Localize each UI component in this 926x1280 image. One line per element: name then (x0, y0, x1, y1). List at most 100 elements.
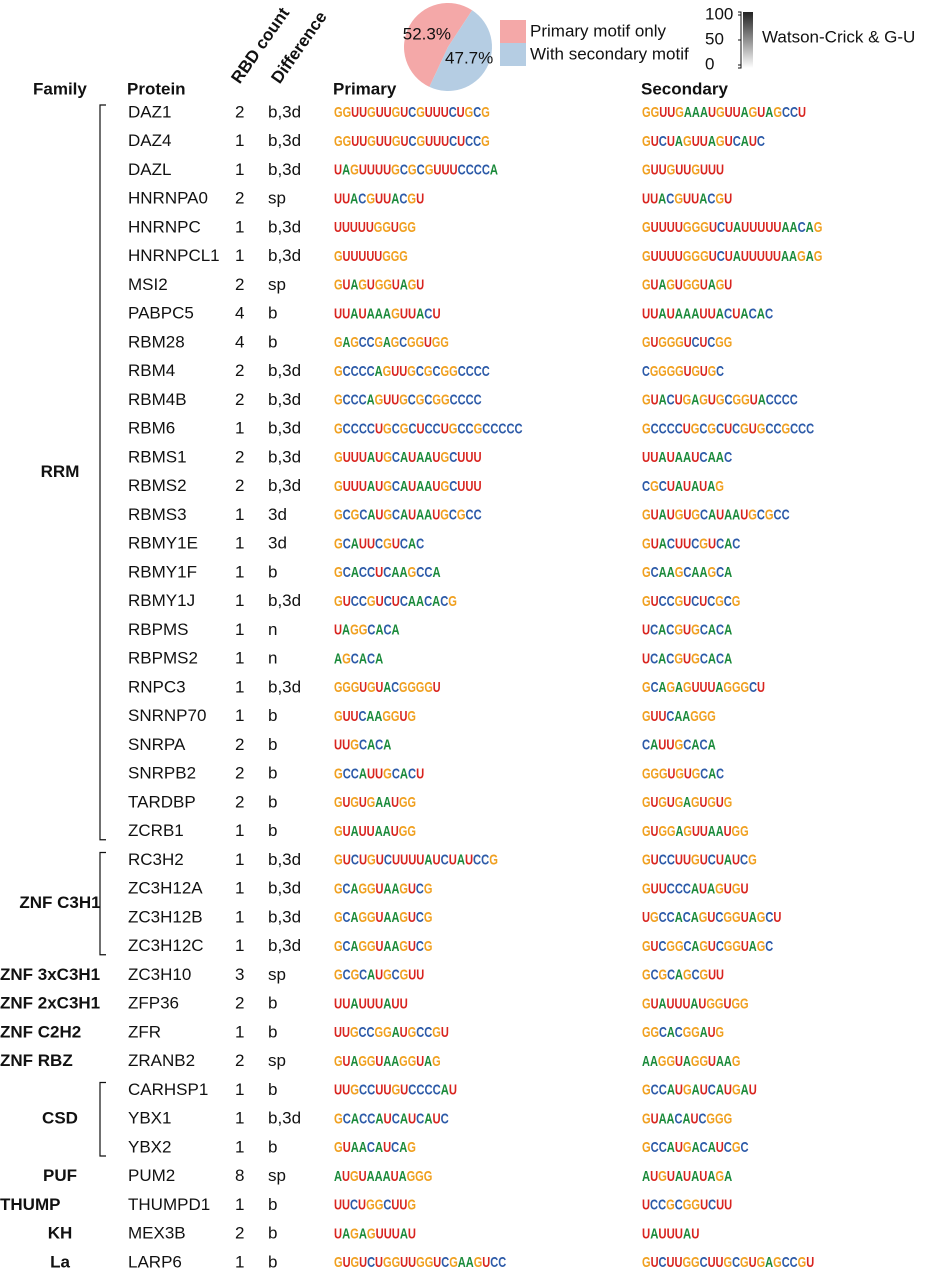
difference: b (268, 1080, 277, 1099)
motif-logo: AUGUAAAUAGGG (334, 1168, 432, 1185)
difference: sp (268, 1051, 286, 1070)
difference: sp (268, 275, 286, 294)
rbd-count: 2 (235, 1224, 244, 1243)
motif-logo: UUAUUUAUU (334, 995, 408, 1012)
protein-name: RBPMS2 (128, 649, 198, 668)
rbd-count: 2 (235, 764, 244, 783)
family-bracket (99, 851, 106, 956)
protein-name: RBM4 (128, 361, 175, 380)
family-name: PUF (43, 1166, 77, 1185)
rbd-count: 1 (235, 1022, 244, 1041)
rbd-count: 2 (235, 102, 244, 121)
difference: b,3d (268, 217, 301, 236)
motif-logo: GCCCAGUUGCGCGGCCCC (334, 391, 482, 408)
rbd-count: 1 (235, 620, 244, 639)
rbd-count: 2 (235, 275, 244, 294)
protein-name: DAZ4 (128, 131, 171, 150)
family-name: THUMP (0, 1195, 60, 1214)
motif-logo: GUUGUUGUUU (642, 161, 724, 178)
motif-logo: UUCUGGCUUG (334, 1196, 416, 1213)
difference: b (268, 304, 277, 323)
rbd-count: 1 (235, 1137, 244, 1156)
protein-name: MSI2 (128, 275, 168, 294)
colorbar-label: Watson-Crick & G-U (762, 27, 915, 46)
difference: b (268, 1137, 277, 1156)
rbd-count: 1 (235, 879, 244, 898)
difference: sp (268, 965, 286, 984)
colorbar-tick-label: 0 (705, 54, 714, 73)
motif-logo: CAUUGCACA (642, 736, 716, 753)
difference: b,3d (268, 907, 301, 926)
motif-logo: CGGGGUGUGC (642, 363, 724, 380)
rbd-count: 1 (235, 562, 244, 581)
motif-logo: UAGUUUUGCGCGUUUCCCCA (334, 161, 498, 178)
motif-logo: UUAUAAUCAAC (642, 449, 732, 466)
motif-logo: GUAACAUCAG (334, 1139, 416, 1156)
legend-label: Primary motif only (530, 21, 667, 40)
protein-name: RBMY1E (128, 534, 198, 553)
colorbar (743, 12, 753, 68)
protein-name: ZRANB2 (128, 1051, 195, 1070)
protein-name: YBX2 (128, 1137, 171, 1156)
rbd-count: 3 (235, 965, 244, 984)
rbd-count: 1 (235, 160, 244, 179)
protein-name: RBMS2 (128, 476, 187, 495)
protein-name: HNRNPCL1 (128, 246, 220, 265)
motif-logo: GCCAUUGCACU (334, 765, 424, 782)
difference: 3d (268, 505, 287, 524)
motif-logo: GUUCCCAUAGUGU (642, 880, 749, 897)
legend-swatch (500, 20, 526, 43)
family-name: ZNF 3xC3H1 (0, 965, 100, 984)
difference: 3d (268, 534, 287, 553)
header-family: Family (33, 79, 87, 98)
rbd-count: 2 (235, 994, 244, 1013)
family-name: ZNF C3H1 (19, 893, 100, 912)
rbd-count: 4 (235, 332, 244, 351)
motif-logo: GUUUUGGGUCUAUUUUUAAGAG (642, 248, 822, 265)
motif-logo: CGCUAUAUAG (642, 478, 724, 495)
motif-logo: GUCUGUCUUUUAUCUAUCCG (334, 851, 498, 868)
rbd-count: 1 (235, 850, 244, 869)
motif-logo: GUUUUUGGG (334, 248, 408, 265)
motif-logo: GUAACAUCGGG (642, 1110, 732, 1127)
rbd-count: 1 (235, 419, 244, 438)
colorbar-tick-label: 50 (705, 29, 724, 48)
motif-logo: GUCCGUCUCGCG (642, 593, 740, 610)
rbd-count: 1 (235, 591, 244, 610)
legend-label: With secondary motif (530, 44, 689, 63)
family-name: La (50, 1252, 70, 1271)
difference: b,3d (268, 447, 301, 466)
motif-logo: GUCUUGGCUUGCGUGAGCCGU (642, 1254, 814, 1271)
difference: b (268, 332, 277, 351)
motif-logo: UUACGUUACGU (642, 190, 732, 207)
protein-name: ZC3H12B (128, 907, 203, 926)
motif-logo: UCACGUGCACA (642, 650, 732, 667)
motif-logo: GCAGAGUUUAGGGCU (642, 679, 765, 696)
motif-logo: GCCCCUGCGCUCGUGCCGCCC (642, 420, 814, 437)
rbd-count: 1 (235, 706, 244, 725)
colorbar-tick-label: 100 (705, 4, 733, 23)
pie-slice (404, 3, 473, 87)
motif-logo: GUGGAGUUAAUGG (642, 823, 749, 840)
motif-logo: GCGCAUGCAUAAUGCGCC (334, 506, 482, 523)
pie-value-label: 52.3% (403, 25, 451, 44)
rbd-count: 2 (235, 361, 244, 380)
rbd-count: 1 (235, 131, 244, 150)
pie-value-label: 47.7% (445, 48, 493, 67)
motif-logo: GCAGGUAAGUCG (334, 938, 432, 955)
rbd-count: 2 (235, 390, 244, 409)
motif-logo: GCCAUGACAUCGC (642, 1139, 749, 1156)
difference: b,3d (268, 677, 301, 696)
rbd-count: 1 (235, 1080, 244, 1099)
protein-name: CARHSP1 (128, 1080, 208, 1099)
protein-name: SNRNP70 (128, 706, 206, 725)
rbd-count: 2 (235, 735, 244, 754)
protein-name: SNRPB2 (128, 764, 196, 783)
motif-logo: GUACUGAGUGCGGUACCCC (642, 391, 798, 408)
motif-logo: GUGUGAAUGG (334, 794, 416, 811)
protein-name: DAZL (128, 160, 171, 179)
rbd-count: 2 (235, 189, 244, 208)
header-protein: Protein (127, 79, 186, 98)
difference: b (268, 792, 277, 811)
difference: b,3d (268, 1109, 301, 1128)
